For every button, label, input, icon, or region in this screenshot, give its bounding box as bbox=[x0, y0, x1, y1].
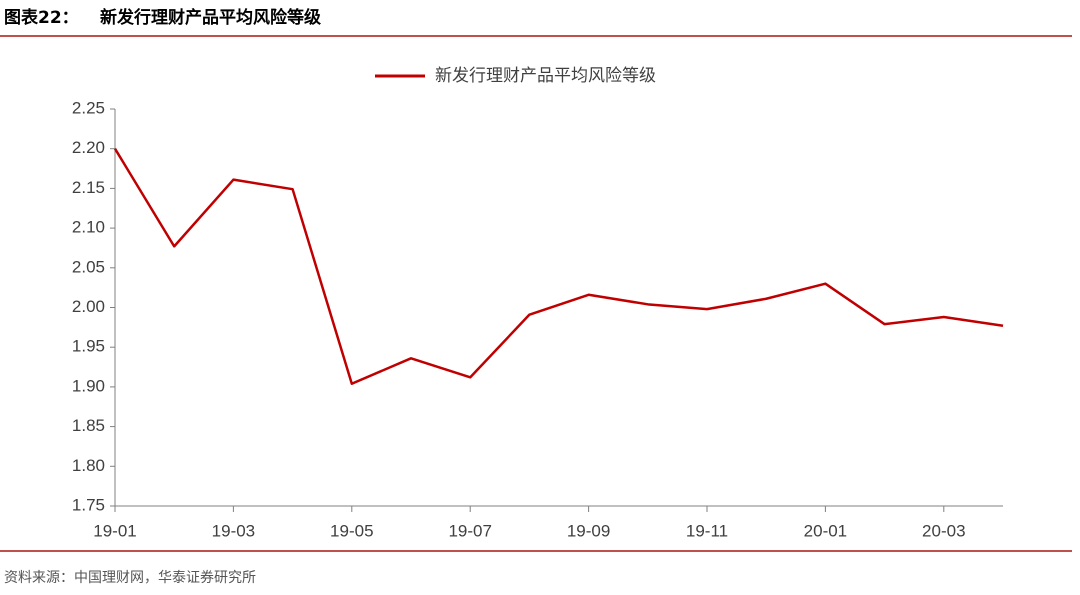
y-tick-label: 1.85 bbox=[72, 416, 105, 435]
y-tick-label: 1.95 bbox=[72, 337, 105, 356]
y-tick-label: 2.05 bbox=[72, 257, 105, 276]
x-tick-label: 19-01 bbox=[93, 521, 136, 540]
y-tick-label: 2.25 bbox=[72, 98, 105, 117]
figure-label: 图表22： bbox=[4, 7, 79, 28]
x-tick-label: 20-03 bbox=[922, 521, 965, 540]
y-tick-label: 2.00 bbox=[72, 297, 105, 316]
x-tick-label: 19-03 bbox=[212, 521, 255, 540]
x-tick-label: 19-11 bbox=[686, 521, 728, 540]
x-tick-label: 19-05 bbox=[330, 521, 373, 540]
y-tick-label: 1.80 bbox=[72, 456, 105, 475]
x-tick-label: 19-07 bbox=[448, 521, 491, 540]
legend-label: 新发行理财产品平均风险等级 bbox=[435, 66, 656, 86]
y-tick-label: 2.10 bbox=[72, 218, 105, 237]
x-tick-label: 19-09 bbox=[567, 521, 610, 540]
y-tick-label: 1.90 bbox=[72, 376, 105, 395]
x-tick-label: 20-01 bbox=[804, 521, 847, 540]
y-tick-label: 1.75 bbox=[72, 495, 105, 514]
data-line bbox=[113, 148, 1004, 385]
chart-title: 新发行理财产品平均风险等级 bbox=[100, 7, 321, 28]
source-note: 资料来源：中国理财网，华泰证券研究所 bbox=[4, 570, 256, 586]
y-tick-label: 2.15 bbox=[72, 178, 105, 197]
y-tick-label: 2.20 bbox=[72, 138, 105, 157]
